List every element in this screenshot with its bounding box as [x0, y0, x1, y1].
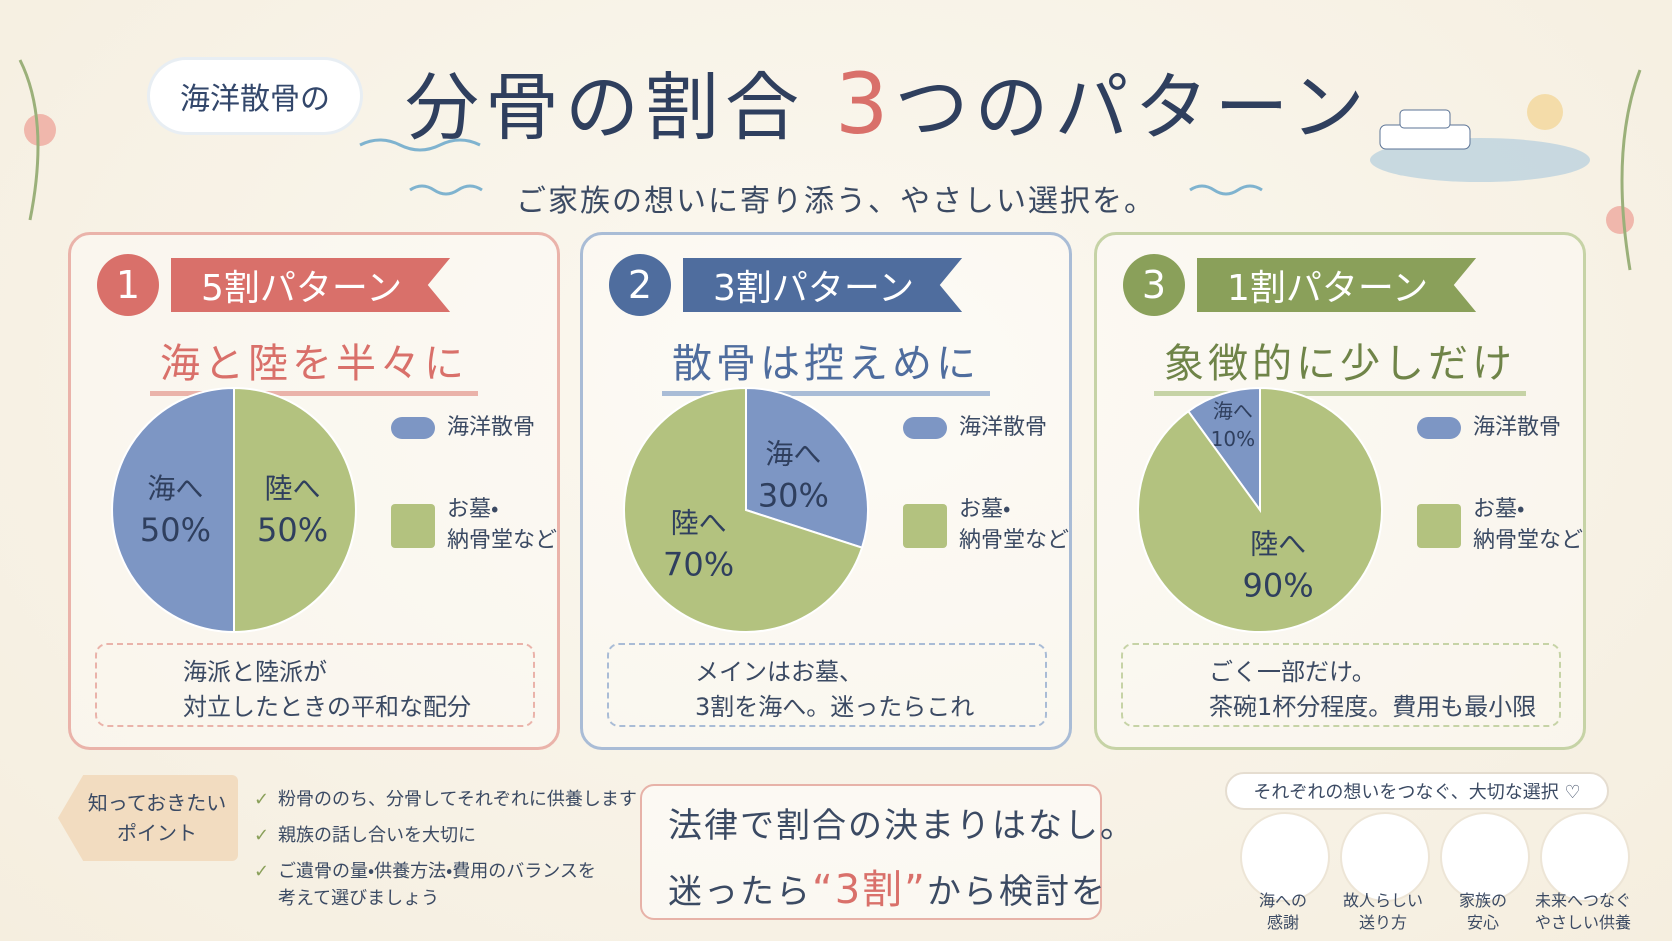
slice-value: 10% [1211, 427, 1255, 451]
pie-slice [233, 386, 357, 634]
pie-chart: 海へ 30% 陸へ 70% [623, 386, 869, 633]
slice-value: 50% [257, 511, 328, 549]
legend-item: 海洋散骨 [1417, 413, 1561, 444]
ribbon: 1 5割パターン [97, 253, 451, 317]
pattern-label: 1割パターン [1197, 258, 1477, 312]
title-number: 3 [835, 55, 895, 153]
pie-chart: 海へ 50% 陸へ 50% [111, 386, 357, 634]
pattern-label: 5割パターン [171, 258, 451, 312]
message-box: 法律で割合の決まりはなし。 迷ったら“3割”から検討を [640, 784, 1136, 920]
legend-item: お墓・ 納骨堂など [903, 495, 1069, 557]
pattern-note: メインはお墓、 3割を海へ。迷ったらこれ [607, 643, 1047, 727]
slice-category: 海へ [1213, 399, 1253, 423]
pattern-heading-wrap: 海と陸を半々に [71, 331, 557, 396]
pattern-card: 2 3割パターン 散骨は控えめに 海へ 30% 陸へ 70% 海洋散骨 お墓・ 納骨堂など メイン… [580, 232, 1072, 750]
pattern-heading-wrap: 象徴的に少しだけ [1097, 331, 1583, 396]
values-heading: それぞれの想いをつなぐ、大切な選択 ♡ [1225, 772, 1609, 810]
value-label: 家族の 安心 [1458, 891, 1507, 932]
pie-slice [623, 386, 864, 633]
legend-item: 海洋散骨 [903, 413, 1047, 444]
slice-category: 陸へ [1250, 528, 1306, 561]
slice-category: 陸へ [671, 506, 727, 539]
legend-item: お墓・ 納骨堂など [391, 495, 557, 557]
value-icon [1340, 812, 1430, 902]
legend-swatch [1417, 503, 1461, 548]
subtitle: ご家族の想いに寄り添う、やさしい選択を。 [516, 184, 1156, 219]
value-label: 未来へつなぐ やさしい供養 [1534, 891, 1631, 932]
pattern-heading: 海と陸を半々に [150, 341, 478, 396]
pie-slice [111, 386, 235, 634]
pattern-card: 1 5割パターン 海と陸を半々に 海へ 50% 陸へ 50% 海洋散骨 お墓・ 納骨堂など 海派と… [68, 232, 560, 750]
point-item: ご遺骨の量・供養方法・費用のバランスを 考えて選びましょう [254, 858, 596, 912]
message-line2: 迷ったら“3割”から検討を [668, 856, 1105, 924]
legend-swatch [903, 503, 947, 548]
pattern-number: 3 [1123, 254, 1185, 316]
slice-value: 90% [1243, 567, 1314, 605]
pattern-card: 3 1割パターン 象徴的に少しだけ 海へ 10% 陸へ 90% 海洋散骨 お墓・ 納骨堂など ごく… [1094, 232, 1586, 750]
legend-swatch [1417, 417, 1461, 440]
legend-label: お墓・ 納骨堂など [959, 497, 1070, 553]
slice-category: 海へ [765, 438, 821, 471]
pattern-heading-wrap: 散骨は控えめに [583, 331, 1069, 396]
message-line1: 法律で割合の決まりはなし。 [668, 806, 1136, 846]
pattern-heading: 象徴的に少しだけ [1154, 341, 1526, 396]
legend-label: お墓・ 納骨堂など [447, 497, 558, 553]
point-item: 粉骨ののち、分骨してそれぞれに供養します [254, 786, 637, 813]
legend-label: 海洋散骨 [959, 415, 1048, 440]
legend-label: 海洋散骨 [1473, 415, 1562, 440]
pattern-label: 3割パターン [683, 258, 963, 312]
legend-label: 海洋散骨 [447, 415, 536, 440]
pattern-number: 1 [97, 254, 159, 316]
value-icon [1540, 812, 1630, 902]
legend-label: お墓・ 納骨堂など [1473, 497, 1584, 553]
value-label: 故人らしい 送り方 [1342, 891, 1423, 932]
pie-chart: 海へ 10% 陸へ 90% [1137, 386, 1383, 633]
slice-value: 50% [140, 511, 211, 549]
pattern-note: ごく一部だけ。 茶碗1杯分程度。費用も最小限 [1121, 643, 1561, 727]
value-icon [1440, 812, 1530, 902]
message-suffix: から検討を [926, 871, 1107, 912]
legend-swatch [391, 417, 435, 440]
title-main: 分骨の割合 [405, 65, 805, 151]
legend-item: 海洋散骨 [391, 413, 535, 444]
pattern-number: 2 [609, 254, 671, 316]
pie-slice [1186, 386, 1261, 514]
slice-category: 海へ [147, 472, 203, 505]
pie-slice [1137, 386, 1383, 633]
slice-category: 陸へ [265, 472, 321, 505]
pattern-note: 海派と陸派が 対立したときの平和な配分 [95, 643, 535, 727]
point-item: 親族の話し合いを大切に [254, 822, 476, 849]
legend-swatch [903, 417, 947, 440]
message-accent: “3割” [812, 866, 927, 913]
message-prefix: 迷ったら [668, 871, 812, 912]
pattern-heading: 散骨は控えめに [662, 341, 990, 396]
value-label: 海への 感謝 [1258, 891, 1307, 932]
ribbon: 2 3割パターン [609, 253, 963, 317]
points-tag: 知っておきたい ポイント [58, 775, 238, 861]
header-tag: 海洋散骨の [150, 60, 360, 132]
legend-item: お墓・ 納骨堂など [1417, 495, 1583, 557]
slice-value: 70% [663, 545, 734, 583]
legend-swatch [391, 503, 435, 548]
pie-slice [745, 386, 869, 549]
ribbon: 3 1割パターン [1123, 253, 1477, 317]
title: 分骨の割合 3つのパターン [405, 48, 1371, 155]
slice-value: 30% [758, 477, 829, 515]
value-icon [1240, 812, 1330, 902]
title-rest: つのパターン [894, 65, 1371, 151]
